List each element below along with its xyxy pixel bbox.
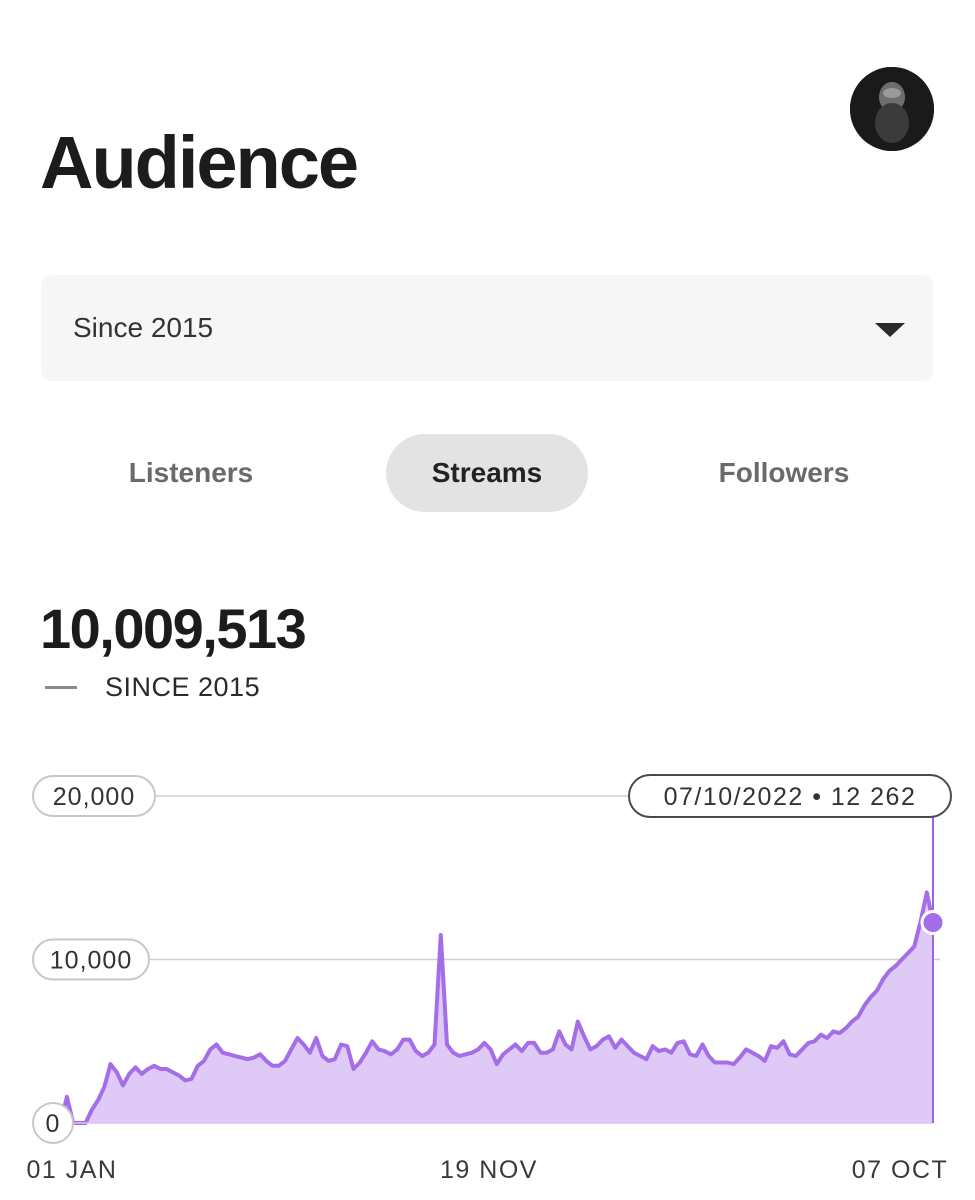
x-tick-label: 07 OCT <box>852 1156 949 1184</box>
total-streams-value: 10,009,513 <box>40 597 307 660</box>
tooltip-pill <box>628 774 952 818</box>
legend: SINCE 2015 <box>45 672 260 703</box>
y-tick-pill <box>32 775 156 817</box>
page-title: Audience <box>40 121 359 204</box>
tab-followers[interactable]: Followers <box>718 457 850 488</box>
tab-streams[interactable]: Streams <box>386 434 588 512</box>
time-range-dropdown[interactable]: Since 2015 <box>41 275 933 381</box>
chevron-down-icon <box>875 323 905 337</box>
profile-photo-icon <box>850 67 934 151</box>
y-tick-label: 0 <box>46 1110 61 1138</box>
legend-line-swatch <box>45 686 77 689</box>
tooltip-text: 07/10/2022 • 12 262 <box>664 783 917 811</box>
streams-chart[interactable]: 20,000 10,000 0 07/10/2022 • 12 262 01 JAN 19… <box>0 760 975 1200</box>
y-tick-label: 20,000 <box>53 783 135 811</box>
tab-listeners[interactable]: Listeners <box>128 457 254 488</box>
avatar[interactable] <box>850 67 934 151</box>
y-tick-label: 10,000 <box>50 947 132 975</box>
y-tick-pill <box>32 1102 74 1144</box>
series-area <box>42 892 933 1123</box>
legend-label: SINCE 2015 <box>105 672 261 702</box>
x-tick-label: 19 NOV <box>440 1156 538 1184</box>
y-tick-pill <box>32 938 150 981</box>
time-range-value: Since 2015 <box>73 312 214 343</box>
series-line <box>40 890 935 1125</box>
metric-tabs: Listeners Streams Followers <box>41 434 933 514</box>
highlight-point <box>920 910 946 936</box>
x-tick-label: 01 JAN <box>27 1156 118 1184</box>
